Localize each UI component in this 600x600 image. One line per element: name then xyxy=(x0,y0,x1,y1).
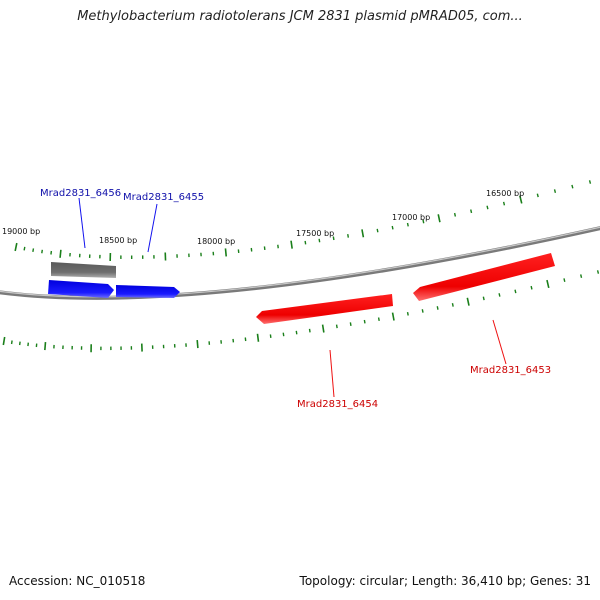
leader-line-6456 xyxy=(78,197,86,249)
inner-minor-tick xyxy=(563,278,566,282)
inner-minor-tick xyxy=(377,317,380,322)
outer-minor-tick xyxy=(391,225,394,230)
gene-mrad2831-6454-bar[interactable] xyxy=(256,294,393,324)
inner-minor-tick xyxy=(406,311,409,316)
inner-major-tick xyxy=(256,333,260,342)
scale-label-17000: 17000 bp xyxy=(392,213,430,222)
outer-minor-tick xyxy=(486,205,489,210)
outer-minor-tick xyxy=(571,184,574,189)
scale-label-18000: 18000 bp xyxy=(197,237,235,246)
inner-minor-tick xyxy=(363,319,366,324)
outer-minor-tick xyxy=(23,246,26,251)
outer-minor-tick xyxy=(304,240,307,245)
inner-minor-tick xyxy=(451,303,454,307)
outer-major-tick xyxy=(519,195,523,204)
gene-label-6454[interactable]: Mrad2831_6454 xyxy=(297,399,378,410)
leader-line-6453 xyxy=(492,319,507,365)
inner-major-tick xyxy=(44,341,47,351)
outer-minor-tick xyxy=(553,189,557,193)
map-title: Methylobacterium radiotolerans JCM 2831 … xyxy=(77,9,523,24)
outer-minor-tick xyxy=(588,180,592,184)
outer-major-tick xyxy=(290,240,293,249)
gene-mrad2831-6453-bar[interactable] xyxy=(413,253,555,301)
inner-major-tick xyxy=(196,340,199,349)
gene-label-6455[interactable]: Mrad2831_6455 xyxy=(123,192,204,203)
outer-minor-tick xyxy=(318,238,321,243)
inner-minor-tick xyxy=(514,289,517,294)
outer-major-tick xyxy=(224,248,228,257)
scale-label-17500: 17500 bp xyxy=(296,229,334,238)
inner-minor-tick xyxy=(10,340,13,345)
inner-minor-tick xyxy=(308,328,311,333)
leader-line-6454 xyxy=(329,349,335,398)
inner-minor-tick xyxy=(349,322,352,326)
outer-major-tick xyxy=(437,214,441,223)
outer-minor-tick xyxy=(41,249,43,254)
gene-forward-bar[interactable] xyxy=(116,285,180,298)
scale-label-18500: 18500 bp xyxy=(99,236,137,245)
outer-minor-tick xyxy=(502,201,506,206)
plasmid-summary-text: Topology: circular; Length: 36,410 bp; G… xyxy=(299,574,591,588)
inner-minor-tick xyxy=(498,293,501,297)
inner-minor-tick xyxy=(482,296,485,301)
gene-label-6453[interactable]: Mrad2831_6453 xyxy=(470,365,551,376)
outer-major-tick xyxy=(59,249,62,258)
gene-label-6456[interactable]: Mrad2831_6456 xyxy=(40,188,121,199)
inner-minor-tick xyxy=(421,309,424,313)
scale-label-19000: 19000 bp xyxy=(2,227,40,236)
inner-minor-tick xyxy=(596,270,600,274)
inner-major-tick xyxy=(546,279,550,289)
accession-text: Accession: NC_010518 xyxy=(9,574,146,588)
outer-minor-tick xyxy=(422,219,425,224)
outer-minor-tick xyxy=(536,193,539,198)
outer-minor-tick xyxy=(332,236,335,241)
gene-mrad2831-6455-bar[interactable] xyxy=(48,280,114,298)
outer-scale-ticks xyxy=(14,180,592,262)
outer-minor-tick xyxy=(453,212,457,217)
scale-label-16500: 16500 bp xyxy=(486,189,524,198)
leader-line-6455 xyxy=(147,203,158,253)
outer-minor-tick xyxy=(406,222,409,227)
outer-minor-tick xyxy=(32,248,35,253)
gene-mrad2831-6456-bar[interactable] xyxy=(51,262,116,278)
plasmid-backbone xyxy=(0,226,600,300)
inner-minor-tick xyxy=(436,306,439,310)
inner-major-tick xyxy=(391,312,395,321)
outer-minor-tick xyxy=(347,234,350,238)
outer-major-tick xyxy=(14,242,18,252)
inner-major-tick xyxy=(321,324,325,333)
inner-scale-ticks xyxy=(2,270,600,353)
inner-minor-tick xyxy=(530,285,533,290)
inner-minor-tick xyxy=(295,330,298,335)
outer-major-tick xyxy=(361,229,365,238)
outer-minor-tick xyxy=(376,228,379,233)
inner-major-tick xyxy=(2,336,6,346)
plasmid-backbone-highlight xyxy=(0,226,600,298)
inner-minor-tick xyxy=(335,324,338,329)
inner-minor-tick xyxy=(580,274,583,278)
inner-major-tick xyxy=(466,297,470,306)
outer-minor-tick xyxy=(470,209,473,214)
